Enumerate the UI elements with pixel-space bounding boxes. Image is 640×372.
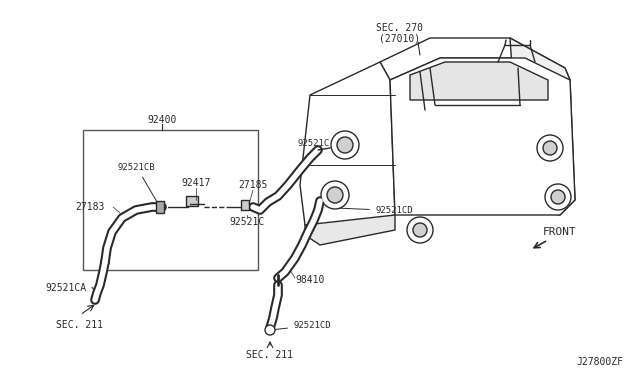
Circle shape xyxy=(331,131,359,159)
Circle shape xyxy=(551,190,565,204)
Circle shape xyxy=(413,223,427,237)
Text: 92417: 92417 xyxy=(181,178,211,188)
Polygon shape xyxy=(300,62,395,230)
Text: FRONT: FRONT xyxy=(543,227,577,237)
Text: 92521CD: 92521CD xyxy=(273,321,331,330)
Text: 92521CD: 92521CD xyxy=(338,206,413,215)
Text: (27010): (27010) xyxy=(380,33,420,43)
Circle shape xyxy=(265,325,275,335)
Circle shape xyxy=(545,184,571,210)
Polygon shape xyxy=(380,38,570,80)
Text: SEC. 211: SEC. 211 xyxy=(56,320,104,330)
Circle shape xyxy=(327,187,343,203)
Polygon shape xyxy=(410,62,548,100)
Text: SEC. 270: SEC. 270 xyxy=(376,23,424,33)
Text: 92521CB: 92521CB xyxy=(118,163,159,205)
Text: 92521C: 92521C xyxy=(229,217,264,227)
Circle shape xyxy=(537,135,563,161)
Text: J27800ZF: J27800ZF xyxy=(577,357,623,367)
Bar xyxy=(186,196,198,206)
Text: SEC. 211: SEC. 211 xyxy=(246,350,294,360)
Text: 92521CA: 92521CA xyxy=(45,283,86,293)
Text: 92521C: 92521C xyxy=(298,139,330,159)
Bar xyxy=(83,130,258,270)
Circle shape xyxy=(321,181,349,209)
Polygon shape xyxy=(305,215,395,245)
Text: 27183: 27183 xyxy=(76,202,105,212)
Bar xyxy=(156,201,164,213)
Circle shape xyxy=(337,137,353,153)
Bar xyxy=(241,200,249,210)
Circle shape xyxy=(407,217,433,243)
Polygon shape xyxy=(510,38,575,215)
Polygon shape xyxy=(390,58,575,215)
Text: 27185: 27185 xyxy=(238,180,268,190)
Text: 92400: 92400 xyxy=(147,115,177,125)
Circle shape xyxy=(543,141,557,155)
Text: 98410: 98410 xyxy=(295,275,324,285)
